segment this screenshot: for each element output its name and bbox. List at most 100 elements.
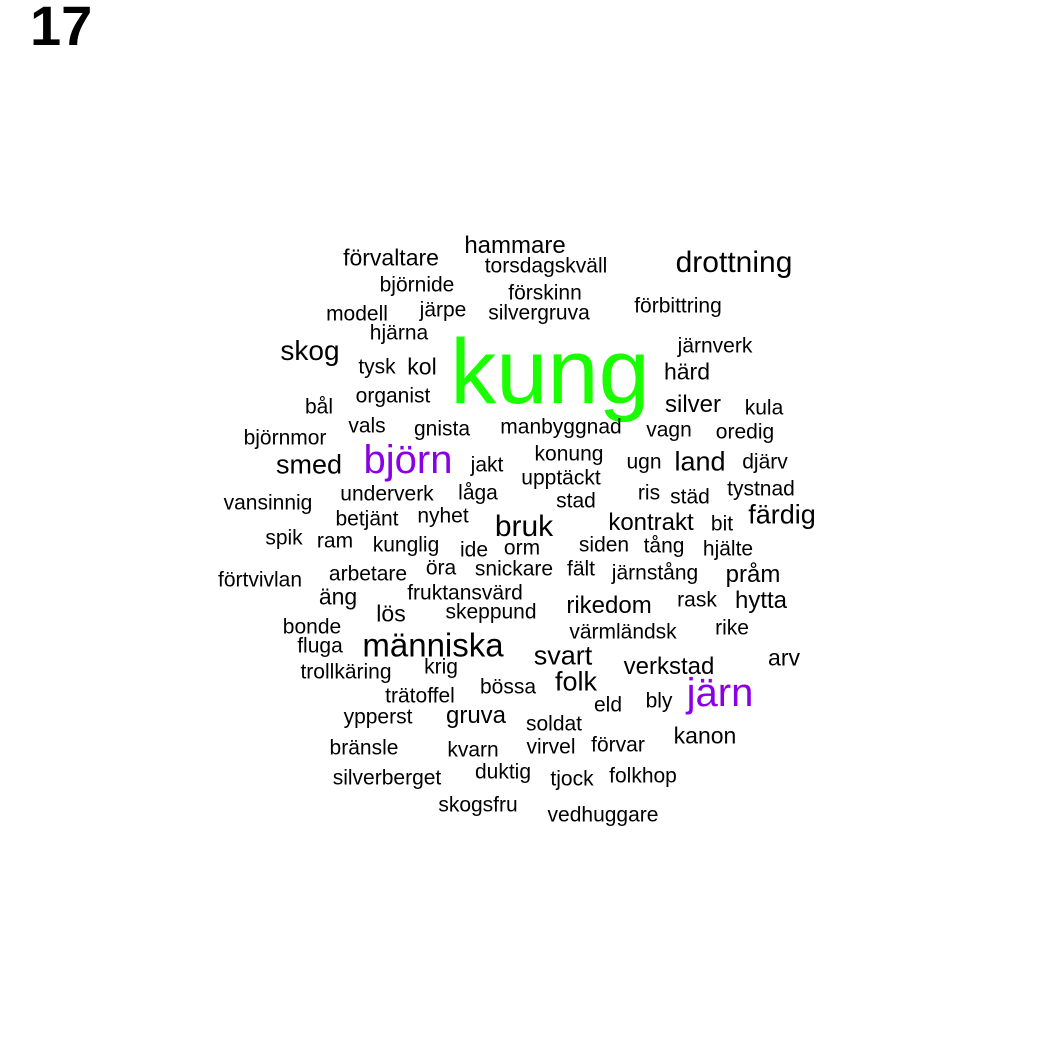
cloud-word: djärv [742,450,788,474]
cloud-word: verkstad [623,653,715,680]
cloud-word: björnmor [243,426,327,450]
cloud-word: ram [316,529,354,553]
cloud-word: duktig [474,760,532,784]
cloud-word: folk [554,666,598,697]
cloud-word: tystnad [727,477,795,501]
cloud-word: ypperst [343,705,413,729]
cloud-word: silvergruva [488,301,590,325]
cloud-word: kunglig [372,533,440,557]
cloud-word: fluga [297,634,343,658]
cloud-word: järn [686,671,754,715]
cloud-word: hjälte [702,537,754,561]
cloud-word: eld [593,693,623,717]
cloud-word: bonde [282,615,342,639]
cloud-word: städ [670,485,710,509]
cloud-word: orm [503,536,541,560]
cloud-word: järnstång [611,561,699,585]
cloud-word: rikedom [566,592,652,619]
cloud-word: kol [407,353,437,380]
cloud-word: siden [578,533,630,557]
cloud-word: kung [450,321,650,423]
cloud-word: bränsle [329,736,399,760]
cloud-word: öra [425,556,457,580]
cloud-word: organist [355,384,431,408]
cloud-word: ide [459,538,489,562]
cloud-word: drottning [675,246,793,279]
cloud-word: folkhop [609,764,677,788]
cloud-word: förtvivlan [217,568,303,592]
cloud-word: förbittring [634,294,722,318]
cloud-word: bål [304,395,334,419]
cloud-word: järpe [419,298,467,322]
cloud-word: skog [280,335,340,366]
cloud-word: kula [744,396,784,420]
cloud-word: silver [664,391,722,418]
cloud-word: konung [534,442,604,466]
cloud-word: jakt [470,453,504,477]
cloud-word: tysk [358,355,396,379]
cloud-word: manbyggnad [500,415,622,439]
cloud-word: bössa [479,675,537,699]
cloud-word: arv [768,644,800,671]
cloud-word: äng [318,583,358,610]
cloud-word: pråm [725,561,781,588]
cloud-word: silverberget [332,766,442,790]
cloud-word: hammare [464,232,566,259]
cloud-word: nyhet [417,504,469,528]
cloud-word: land [674,446,726,477]
cloud-word: gnista [413,417,471,441]
cloud-word: kanon [673,722,737,749]
cloud-word: fruktansvärd [407,581,523,605]
cloud-word: förskinn [508,281,582,305]
cloud-word: bly [645,689,673,713]
cloud-word: björn [363,438,453,482]
cloud-word: soldat [525,712,583,736]
cloud-word: krig [424,655,458,679]
page-number: 17 [30,0,93,57]
cloud-word: härd [663,358,711,385]
cloud-word: modell [326,302,388,326]
cloud-word: upptäckt [521,466,601,490]
cloud-word: smed [275,449,343,480]
cloud-word: fält [566,557,596,581]
cloud-word: arbetare [328,562,408,586]
cloud-word: rask [677,588,717,612]
cloud-word: gruva [445,702,507,729]
cloud-word: vedhuggare [547,803,659,827]
cloud-word: kvarn [447,738,499,762]
cloud-word: förvaltare [343,244,439,271]
cloud-word: hjärna [369,321,429,345]
cloud-word: bit [710,512,734,536]
cloud-word: spik [265,526,303,550]
cloud-word: vagn [646,418,692,442]
cloud-word: stad [556,489,596,513]
cloud-word: oredig [715,420,775,444]
cloud-word: skeppund [445,600,537,624]
cloud-word: människa [362,626,504,664]
cloud-word: förvar [591,733,645,757]
cloud-word: björnide [379,273,455,297]
cloud-word: värmländsk [569,620,677,644]
cloud-word: trollkäring [300,660,392,684]
cloud-word: ugn [626,450,662,474]
cloud-word: tjock [550,767,594,791]
cloud-word: underverk [340,482,434,506]
cloud-word: kontrakt [608,509,694,536]
cloud-word: skogsfru [438,793,518,817]
cloud-word: snickare [474,557,554,581]
cloud-word: hytta [734,587,788,614]
cloud-word: bruk [494,510,554,543]
cloud-word: vansinnig [223,491,313,515]
cloud-word: tång [643,534,685,558]
cloud-word: järnverk [677,334,753,358]
cloud-word: färdig [748,499,816,530]
cloud-word: betjänt [335,507,399,531]
cloud-word: låga [458,481,498,505]
cloud-word: virvel [526,735,576,759]
cloud-word: svart [533,640,593,671]
cloud-word: rike [715,616,749,640]
cloud-word: lös [376,600,406,627]
cloud-word: torsdagskväll [484,254,608,278]
cloud-word: trätoffel [385,684,455,708]
